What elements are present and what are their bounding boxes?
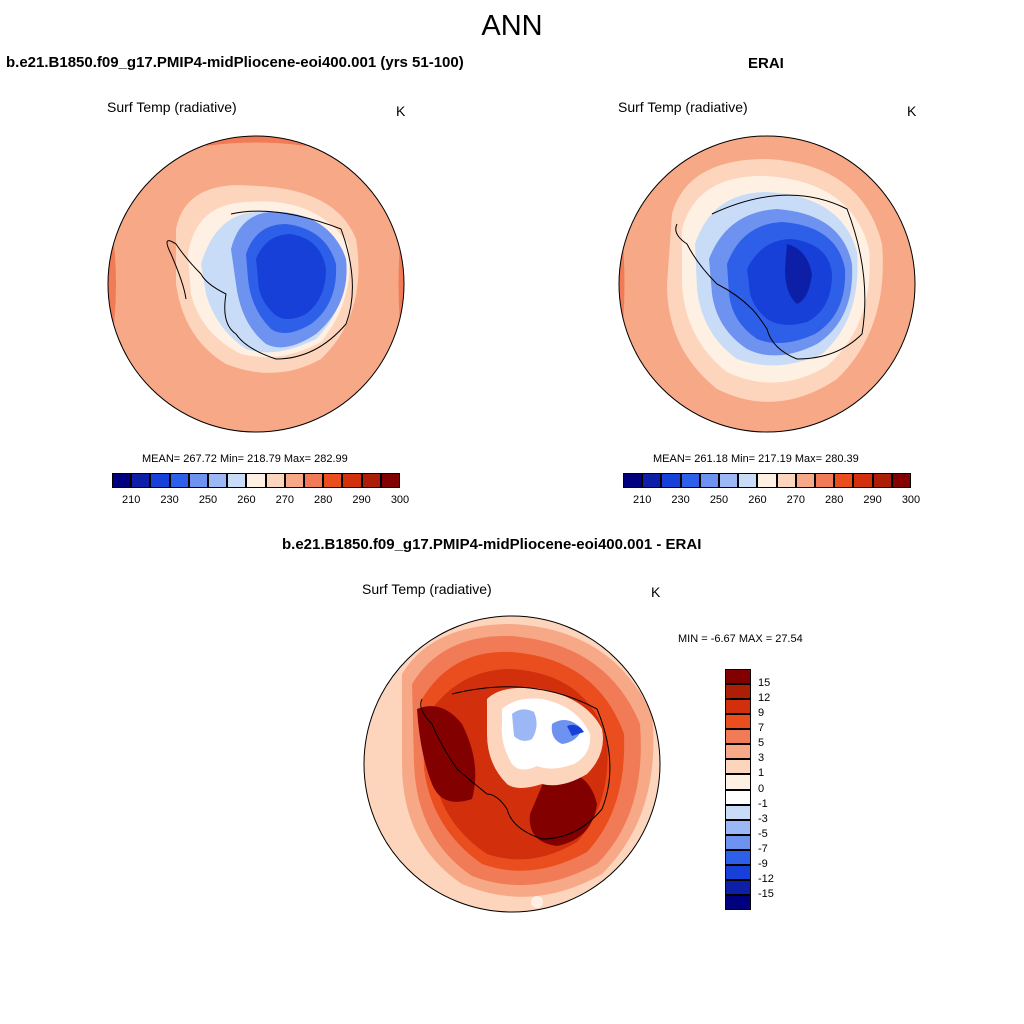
model-colorbar-swatch <box>131 473 151 488</box>
diff-colorbar-tick-label: -5 <box>758 827 768 840</box>
diff-colorbar-swatch <box>725 849 751 865</box>
diff-variable-label: Surf Temp (radiative) <box>362 581 492 597</box>
model-colorbar-swatch <box>265 473 285 488</box>
model-colorbar-tick-label: 300 <box>390 494 410 506</box>
model-colorbar-swatch <box>304 473 324 488</box>
model-panel-title: b.e21.B1850.f09_g17.PMIP4-midPliocene-eo… <box>6 54 464 71</box>
diff-colorbar-swatch <box>725 774 751 790</box>
model-colorbar-swatch <box>361 473 381 488</box>
diff-colorbar-tick-label: -1 <box>758 797 768 810</box>
model-colorbar-tick-label: 210 <box>122 494 141 506</box>
obs-colorbar-swatch <box>815 473 835 488</box>
model-stats: MEAN= 267.72 Min= 218.79 Max= 282.99 <box>142 453 348 465</box>
obs-colorbar-swatch <box>680 473 700 488</box>
diff-stats: MIN = -6.67 MAX = 27.54 <box>678 633 803 645</box>
diff-colorbar-swatch <box>725 819 751 835</box>
diff-colorbar-swatch <box>725 789 751 805</box>
diff-colorbar <box>725 669 751 910</box>
model-colorbar-tick-label: 290 <box>352 494 371 506</box>
diff-colorbar-tick-label: 9 <box>758 707 765 720</box>
obs-colorbar-swatch <box>757 473 777 488</box>
obs-colorbar-swatch <box>623 473 643 488</box>
model-colorbar-swatch <box>150 473 170 488</box>
main-title: ANN <box>481 10 543 42</box>
diff-colorbar-tick-label: -12 <box>758 872 774 885</box>
obs-colorbar-ticks: 210 230 250 260 270 280 290 300 <box>623 494 920 508</box>
diff-colorbar-tick-label: 1 <box>758 767 765 780</box>
obs-variable-label: Surf Temp (radiative) <box>618 99 748 115</box>
diff-colorbar-swatch <box>725 804 751 820</box>
model-colorbar-tick-label: 260 <box>237 494 256 506</box>
model-colorbar-swatch <box>112 473 132 488</box>
obs-colorbar-swatch <box>699 473 719 488</box>
diff-colorbar-swatch <box>725 714 751 730</box>
model-colorbar-swatch <box>380 473 400 488</box>
obs-colorbar-tick-label: 300 <box>901 494 921 506</box>
model-colorbar-swatch <box>284 473 304 488</box>
obs-colorbar-tick-label: 250 <box>709 494 729 506</box>
model-units-label: K <box>396 103 406 119</box>
model-colorbar-swatch <box>342 473 362 488</box>
diff-colorbar-tick-label: 15 <box>758 677 771 690</box>
obs-colorbar-tick-label: 230 <box>671 494 690 506</box>
obs-colorbar-swatch <box>661 473 681 488</box>
diff-panel-title: b.e21.B1850.f09_g17.PMIP4-midPliocene-eo… <box>282 536 702 553</box>
obs-colorbar-swatch <box>738 473 758 488</box>
diff-colorbar-tick-label: -7 <box>758 842 768 855</box>
diff-colorbar-swatch <box>725 744 751 760</box>
diff-colorbar-swatch <box>725 894 751 910</box>
model-colorbar-tick-label: 230 <box>160 494 179 506</box>
obs-colorbar-swatch <box>853 473 873 488</box>
obs-colorbar-swatch <box>795 473 815 488</box>
obs-colorbar-tick-label: 280 <box>825 494 844 506</box>
diff-colorbar-swatch <box>725 759 751 775</box>
diff-colorbar-tick-label: 3 <box>758 752 765 765</box>
diff-units-label: K <box>651 584 661 600</box>
obs-map <box>618 135 916 433</box>
obs-colorbar-swatch <box>891 473 911 488</box>
model-variable-label: Surf Temp (radiative) <box>107 99 237 115</box>
obs-panel-title: ERAI <box>748 55 784 72</box>
obs-colorbar-swatch <box>834 473 854 488</box>
obs-colorbar-tick-label: 210 <box>633 494 652 506</box>
obs-units-label: K <box>907 103 917 119</box>
model-colorbar-tick-label: 280 <box>314 494 333 506</box>
diff-colorbar-swatch <box>725 879 751 895</box>
diff-colorbar-tick-label: -9 <box>758 857 768 870</box>
obs-colorbar-swatch <box>719 473 739 488</box>
model-colorbar-swatch <box>323 473 343 488</box>
diff-map <box>363 615 661 913</box>
diff-colorbar-swatch <box>725 699 751 715</box>
obs-colorbar-swatch <box>872 473 892 488</box>
model-colorbar <box>112 473 400 488</box>
diff-colorbar-swatch <box>725 684 751 700</box>
model-colorbar-tick-label: 250 <box>198 494 218 506</box>
obs-colorbar-tick-label: 260 <box>748 494 767 506</box>
diff-colorbar-tick-label: 5 <box>758 737 765 750</box>
diff-colorbar-tick-label: -3 <box>758 812 768 825</box>
obs-colorbar-swatch <box>776 473 796 488</box>
obs-colorbar-swatch <box>642 473 662 488</box>
obs-colorbar-tick-label: 290 <box>863 494 882 506</box>
model-colorbar-swatch <box>169 473 189 488</box>
diff-colorbar-swatch <box>725 729 751 745</box>
diff-colorbar-tick-label: -15 <box>758 887 774 900</box>
diff-colorbar-swatch <box>725 669 751 685</box>
diff-colorbar-tick-label: 7 <box>758 722 765 735</box>
model-colorbar-tick-label: 270 <box>275 494 294 506</box>
model-colorbar-swatch <box>227 473 247 488</box>
obs-colorbar <box>623 473 911 488</box>
model-colorbar-swatch <box>208 473 228 488</box>
diff-colorbar-swatch <box>725 864 751 880</box>
obs-colorbar-tick-label: 270 <box>786 494 805 506</box>
diff-colorbar-tick-label: 12 <box>758 692 771 705</box>
diff-colorbar-tick-label: 0 <box>758 782 765 795</box>
model-map <box>107 135 405 433</box>
obs-stats: MEAN= 261.18 Min= 217.19 Max= 280.39 <box>653 453 859 465</box>
diff-colorbar-swatch <box>725 834 751 850</box>
model-colorbar-swatch <box>246 473 266 488</box>
model-colorbar-ticks: 210 230 250 260 270 280 290 300 <box>112 494 409 508</box>
model-colorbar-swatch <box>188 473 208 488</box>
diff-colorbar-ticks: 15 12 9 7 5 3 1 0 -1 -3 -5 -7 -9 -12 -15 <box>758 669 798 910</box>
